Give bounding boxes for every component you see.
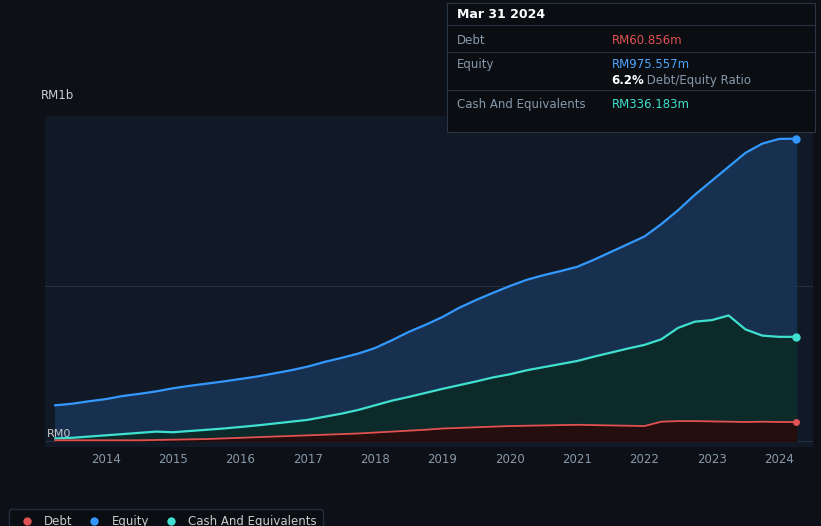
Text: Mar 31 2024: Mar 31 2024 [457,8,545,22]
Text: Debt/Equity Ratio: Debt/Equity Ratio [643,74,751,87]
Text: RM1b: RM1b [41,89,75,103]
Text: RM60.856m: RM60.856m [612,34,682,47]
Legend: Debt, Equity, Cash And Equivalents: Debt, Equity, Cash And Equivalents [9,509,323,526]
Text: RM975.557m: RM975.557m [612,58,690,72]
Text: Debt: Debt [457,34,486,47]
Text: RM336.183m: RM336.183m [612,98,690,111]
Text: 6.2%: 6.2% [612,74,644,87]
Text: Equity: Equity [457,58,495,72]
Text: Cash And Equivalents: Cash And Equivalents [457,98,586,111]
Text: RM0: RM0 [47,429,71,439]
